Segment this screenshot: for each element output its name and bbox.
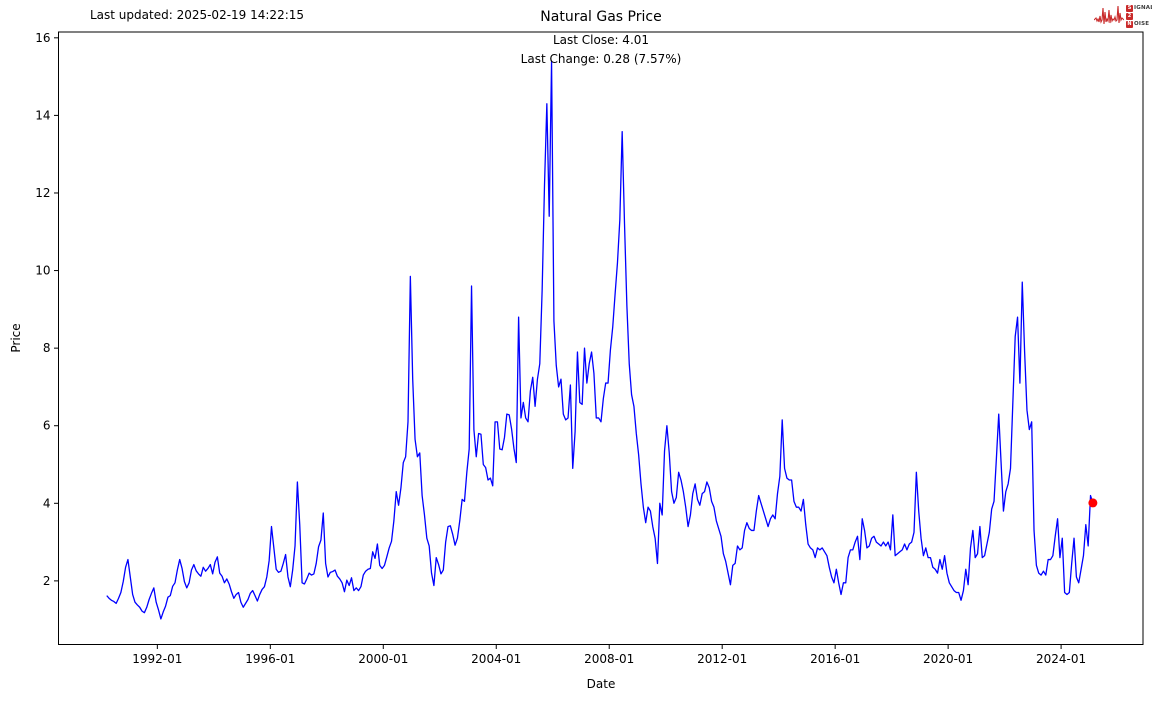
subtitle-last-close: Last Close: 4.01	[552, 33, 650, 47]
logo-badge-n: N	[1126, 20, 1133, 28]
y-tick-label: 4	[43, 496, 51, 510]
last-updated-text: Last updated: 2025-02-19 14:22:15	[90, 8, 305, 22]
chart-title: Natural Gas Price	[540, 9, 662, 25]
x-axis-label: Date	[586, 677, 616, 691]
signal2noise-logo: S IGNAL 2 N OISE	[1094, 3, 1152, 29]
x-tick-label: 2008-01	[584, 652, 634, 666]
x-tick-label: 2024-01	[1036, 652, 1086, 666]
y-tick-label: 6	[43, 419, 51, 433]
logo-badge-s: S	[1126, 4, 1133, 12]
logo-text-ignal: IGNAL	[1134, 5, 1152, 11]
logo-row-2: 2	[1126, 12, 1152, 20]
x-tick-label: 1992-01	[132, 652, 182, 666]
x-tick-label: 2000-01	[358, 652, 408, 666]
logo-text-oise: OISE	[1134, 21, 1150, 27]
last-price-marker	[1088, 498, 1098, 508]
y-tick-label: 8	[43, 341, 51, 355]
y-tick-label: 12	[35, 186, 50, 200]
price-line	[106, 60, 1094, 620]
subtitle-last-change: Last Change: 0.28 (7.57%)	[520, 52, 682, 66]
x-tick-label: 2020-01	[923, 652, 973, 666]
x-tick-label: 1996-01	[245, 652, 295, 666]
y-tick-label: 16	[35, 31, 50, 45]
x-tick-label: 2004-01	[471, 652, 521, 666]
y-axis-label: Price	[9, 323, 23, 353]
logo-text: S IGNAL 2 N OISE	[1126, 4, 1152, 28]
y-tick-label: 10	[35, 264, 50, 278]
logo-row-signal: S IGNAL	[1126, 4, 1152, 12]
x-tick-label: 2012-01	[697, 652, 747, 666]
y-tick-label: 14	[35, 108, 50, 122]
logo-row-noise: N OISE	[1126, 20, 1152, 28]
chart-subtitle: Last Close: 4.01 Last Change: 0.28 (7.57…	[59, 31, 1143, 69]
y-tick-label: 2	[43, 574, 51, 588]
plot-border	[58, 31, 1144, 645]
x-tick-label: 2016-01	[810, 652, 860, 666]
waveform-icon	[1094, 5, 1124, 25]
logo-badge-2: 2	[1126, 12, 1133, 20]
